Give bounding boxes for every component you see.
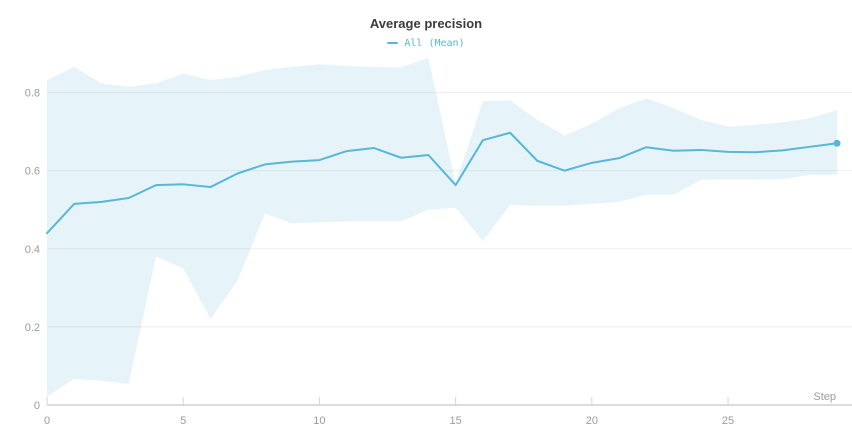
x-axis-title: Step bbox=[813, 391, 836, 403]
minmax-band-area bbox=[47, 57, 838, 397]
x-tick-label: 20 bbox=[586, 415, 598, 427]
y-tick-label: 0 bbox=[34, 400, 40, 412]
y-tick-label: 0.2 bbox=[25, 322, 40, 334]
x-tick-label: 25 bbox=[722, 415, 734, 427]
chart-header: Average precision All (Mean) bbox=[0, 0, 852, 49]
x-tick-label: 15 bbox=[450, 415, 462, 427]
y-tick-label: 0.4 bbox=[25, 244, 40, 256]
y-tick-label: 0.8 bbox=[25, 88, 40, 100]
legend-line-icon bbox=[387, 42, 399, 44]
y-tick-label: 0.6 bbox=[25, 166, 40, 178]
x-tick-label: 0 bbox=[44, 415, 50, 427]
x-tick-label: 10 bbox=[313, 415, 325, 427]
mean-line[interactable] bbox=[46, 131, 839, 235]
legend-label: All (Mean) bbox=[404, 37, 465, 49]
chart-title: Average precision bbox=[369, 16, 483, 31]
last-point-marker[interactable] bbox=[833, 139, 841, 147]
legend-item-all-mean[interactable]: All (Mean) bbox=[387, 37, 465, 49]
x-tick-label: 5 bbox=[180, 415, 186, 427]
